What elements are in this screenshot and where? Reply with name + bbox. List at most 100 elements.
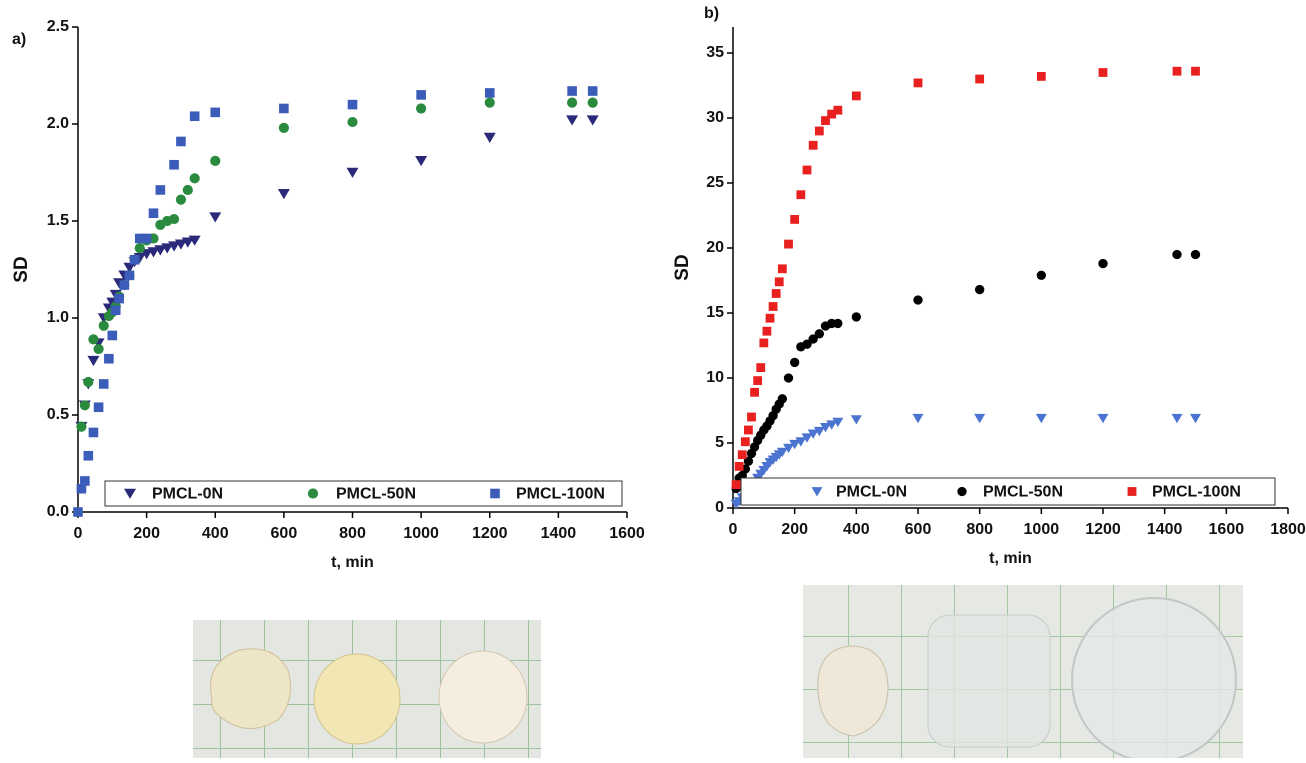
x-tick-label: 1200	[1085, 521, 1121, 538]
point	[278, 122, 289, 133]
y-tick-label: 30	[706, 109, 724, 126]
point	[731, 480, 741, 489]
point	[76, 483, 87, 494]
point	[124, 270, 135, 281]
x-tick-label: 1400	[1147, 521, 1183, 538]
point	[783, 373, 794, 383]
point	[279, 103, 289, 114]
point	[974, 284, 985, 295]
point	[88, 334, 99, 345]
point	[176, 136, 186, 147]
point	[114, 293, 124, 304]
point	[98, 379, 109, 389]
legend-label: PMCL-100N	[516, 486, 605, 503]
point	[168, 213, 180, 225]
point	[807, 429, 819, 439]
panel-label: a)	[12, 31, 26, 48]
point	[790, 215, 800, 224]
point	[567, 97, 578, 108]
point	[851, 91, 861, 101]
point	[802, 165, 812, 175]
y-tick-label: 15	[706, 304, 724, 321]
point	[110, 305, 121, 316]
photo-left	[193, 620, 541, 758]
point	[1190, 413, 1201, 424]
point	[1191, 66, 1200, 76]
point	[93, 343, 104, 355]
point	[1098, 68, 1108, 77]
point	[1172, 66, 1182, 76]
point	[209, 212, 222, 223]
point	[168, 241, 181, 252]
point	[1036, 270, 1047, 280]
point	[747, 412, 756, 422]
point	[833, 105, 843, 115]
sample	[817, 645, 889, 737]
x-tick-label: 1800	[1270, 521, 1306, 538]
x-axis-label: t, min	[989, 550, 1032, 567]
point	[123, 262, 136, 273]
point	[814, 126, 824, 136]
legend-label: PMCL-0N	[152, 486, 223, 503]
legend-box	[104, 480, 623, 507]
point	[210, 155, 221, 166]
point	[87, 355, 100, 367]
x-tick-label: 800	[339, 525, 366, 542]
point	[1171, 413, 1183, 424]
y-tick-label: 0.5	[47, 406, 69, 423]
x-tick-label: 1200	[472, 525, 508, 542]
y-tick-label: 5	[715, 434, 724, 451]
y-tick-label: 25	[706, 174, 724, 191]
point	[821, 116, 830, 125]
x-tick-label: 0	[74, 525, 83, 542]
point	[79, 400, 90, 411]
point	[777, 394, 788, 404]
legend-marker	[957, 486, 967, 497]
y-tick-label: 2.0	[47, 115, 69, 132]
point	[789, 357, 800, 368]
point	[783, 443, 794, 454]
point	[734, 462, 744, 471]
y-tick-label: 0	[715, 499, 724, 516]
point	[141, 233, 152, 244]
legend-marker	[1127, 487, 1137, 496]
point	[98, 320, 109, 331]
point	[1036, 72, 1046, 81]
point	[851, 312, 862, 322]
point	[808, 334, 818, 344]
point	[174, 239, 187, 250]
y-tick-label: 2.5	[47, 18, 69, 35]
point	[813, 426, 825, 437]
panel-label: b)	[704, 5, 719, 22]
x-tick-label: 600	[271, 525, 298, 542]
x-tick-label: 1000	[1024, 521, 1060, 538]
y-axis-label: SD	[672, 254, 693, 280]
point	[76, 421, 87, 432]
point	[154, 245, 167, 256]
point	[827, 109, 837, 119]
point	[753, 376, 763, 385]
sample	[1071, 597, 1237, 763]
point	[107, 330, 118, 341]
point	[586, 115, 599, 126]
point	[796, 190, 806, 200]
point	[814, 329, 825, 339]
point	[850, 415, 862, 425]
point	[347, 99, 358, 110]
x-tick-label: 400	[843, 521, 870, 538]
x-tick-label: 200	[133, 525, 160, 542]
y-tick-label: 20	[706, 239, 724, 256]
x-tick-label: 1000	[403, 525, 439, 542]
point	[771, 289, 781, 298]
point	[1098, 258, 1108, 269]
point	[484, 88, 495, 98]
point	[148, 208, 159, 219]
point	[277, 189, 290, 200]
point	[1172, 249, 1182, 260]
point	[765, 313, 775, 323]
legend-marker	[490, 488, 500, 499]
y-tick-label: 1.5	[47, 212, 69, 229]
point	[189, 111, 200, 122]
